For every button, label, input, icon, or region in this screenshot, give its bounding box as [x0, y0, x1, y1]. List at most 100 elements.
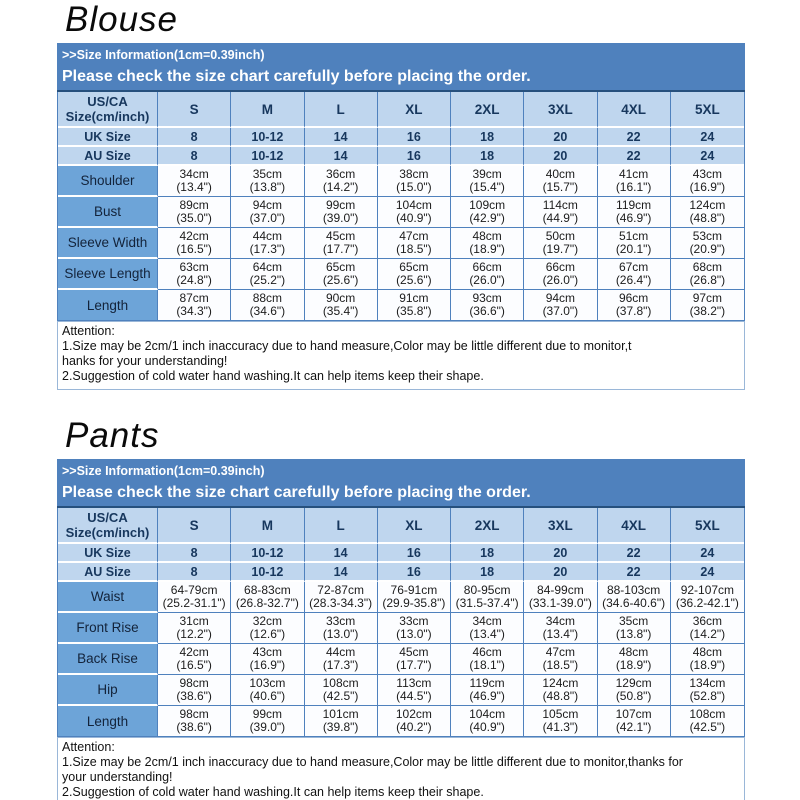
- measurement-cell: 64-79cm (25.2-31.1"): [158, 582, 232, 613]
- size-info-note: >>Size Information(1cm=0.39inch): [62, 464, 265, 478]
- measurement-cell: 129cm (50.8"): [597, 675, 671, 706]
- column-header-l: L: [304, 508, 378, 544]
- value-cm: 34cm: [545, 614, 576, 628]
- value-inch: (15.4"): [469, 180, 505, 194]
- measurement-cell: 108cm (42.5"): [304, 675, 378, 706]
- attention-line: 1.Size may be 2cm/1 inch inaccuracy due …: [62, 755, 683, 769]
- column-header-m: M: [231, 508, 305, 544]
- value-cm: 35cm: [252, 167, 283, 181]
- measurement-cell: 102cm (40.2"): [377, 706, 451, 736]
- corner-header-line: US/CA: [87, 94, 128, 109]
- measurement-cell: 39cm (15.4"): [451, 166, 525, 197]
- size-value-cell: 20: [524, 544, 598, 563]
- value-cm: 91cm: [399, 291, 429, 305]
- value-cm: 80-95cm: [463, 583, 511, 597]
- value-cm: 65cm: [399, 260, 429, 274]
- value-cm: 124cm: [542, 676, 579, 690]
- size-value-cell: 8: [158, 544, 232, 563]
- value-inch: (13.8"): [615, 627, 652, 641]
- value-inch: (40.6"): [249, 689, 286, 703]
- measurement-cell: 90cm (35.4"): [304, 290, 378, 320]
- measurement-cell: 36cm (14.2"): [304, 166, 378, 197]
- value-inch: (44.9"): [542, 211, 579, 225]
- value-cm: 76-91cm: [390, 583, 438, 597]
- value-inch: (39.0"): [249, 720, 286, 734]
- measurement-cell: 47cm (18.5"): [377, 228, 451, 259]
- value-cm: 45cm: [399, 645, 429, 659]
- pants-attention-note: Attention: 1.Size may be 2cm/1 inch inac…: [57, 737, 745, 800]
- value-cm: 92-107cm: [680, 583, 735, 597]
- value-inch: (25.2-31.1"): [162, 596, 226, 610]
- measurement-cell: 34cm (13.4"): [158, 166, 232, 197]
- size-value-cell: 8: [158, 128, 232, 147]
- value-inch: (18.5"): [542, 658, 579, 672]
- column-header-l: L: [304, 92, 378, 128]
- value-inch: (48.8"): [689, 211, 726, 225]
- measurement-cell: 103cm (40.6"): [231, 675, 305, 706]
- measurement-cell: 66cm (26.0"): [524, 259, 598, 290]
- size-value-cell: 10-12: [231, 128, 305, 147]
- size-value-cell: 14: [304, 147, 378, 166]
- value-inch: (18.9"): [689, 658, 726, 672]
- size-value-cell: 16: [377, 147, 451, 166]
- measurement-cell: 34cm (13.4"): [524, 613, 598, 644]
- value-inch: (26.0"): [469, 273, 505, 287]
- value-cm: 42cm: [179, 645, 209, 659]
- measurement-cell: 51cm (20.1"): [597, 228, 671, 259]
- blouse-attention-note: Attention: 1.Size may be 2cm/1 inch inac…: [57, 321, 745, 390]
- measurement-cell: 87cm (34.3"): [158, 290, 232, 320]
- column-header-3xl: 3XL: [524, 92, 598, 128]
- row-label: Sleeve Width: [58, 228, 158, 259]
- attention-line: your understanding!: [62, 770, 173, 784]
- row-label: UK Size: [58, 128, 158, 147]
- value-inch: (28.3-34.3"): [309, 596, 373, 610]
- size-value-cell: 16: [377, 128, 451, 147]
- value-inch: (25.2"): [249, 273, 286, 287]
- value-cm: 98cm: [179, 676, 209, 690]
- size-value-cell: 10-12: [231, 563, 305, 582]
- measurement-cell: 134cm (52.8"): [670, 675, 744, 706]
- value-cm: 38cm: [399, 167, 429, 181]
- size-value-cell: 20: [524, 147, 598, 166]
- value-inch: (36.6"): [469, 304, 505, 318]
- size-value-cell: 16: [377, 544, 451, 563]
- size-conversion-row: AU Size 8 10-12 14 16 18 20 22 24: [58, 147, 744, 166]
- measurement-cell: 101cm (39.8"): [304, 706, 378, 736]
- measurement-row: Hip 98cm (38.6") 103cm (40.6") 108cm (42.5") 11…: [58, 675, 744, 706]
- corner-header-line: Size(cm/inch): [65, 525, 150, 540]
- value-cm: 43cm: [692, 167, 723, 181]
- size-value-cell: 18: [451, 563, 525, 582]
- value-inch: (12.2"): [176, 627, 212, 641]
- value-cm: 84-99cm: [537, 583, 584, 597]
- attention-heading: Attention:: [62, 324, 115, 338]
- measurement-cell: 68cm (26.8"): [670, 259, 744, 290]
- size-value-cell: 14: [304, 544, 378, 563]
- value-inch: (16.5"): [176, 658, 212, 672]
- value-inch: (40.2"): [396, 720, 432, 734]
- value-cm: 48cm: [618, 645, 649, 659]
- measurement-cell: 104cm (40.9"): [451, 706, 525, 736]
- size-value-cell: 14: [304, 563, 378, 582]
- value-inch: (18.9"): [615, 658, 652, 672]
- measurement-cell: 46cm (18.1"): [451, 644, 525, 675]
- value-cm: 99cm: [252, 707, 283, 721]
- check-chart-note: Please check the size chart carefully be…: [62, 484, 531, 501]
- value-inch: (26.8"): [689, 273, 726, 287]
- value-cm: 134cm: [689, 676, 726, 690]
- value-inch: (52.8"): [689, 689, 726, 703]
- value-cm: 114cm: [542, 198, 578, 212]
- value-inch: (38.6"): [176, 720, 212, 734]
- value-inch: (13.4"): [469, 627, 505, 641]
- measurement-cell: 31cm (12.2"): [158, 613, 232, 644]
- measurement-row: Length 87cm (34.3") 88cm (34.6") 90cm (35.4") 9…: [58, 290, 744, 320]
- value-inch: (39.8"): [322, 720, 359, 734]
- column-header-2xl: 2XL: [451, 92, 525, 128]
- size-value-cell: 18: [451, 147, 525, 166]
- measurement-row: Back Rise 42cm (16.5") 43cm (16.9") 44cm (17.3…: [58, 644, 744, 675]
- value-inch: (17.3"): [249, 242, 286, 256]
- value-cm: 109cm: [469, 198, 506, 212]
- blouse-section: Blouse >>Size Information(1cm=0.39inch) …: [57, 2, 745, 390]
- measurement-cell: 64cm (25.2"): [231, 259, 305, 290]
- measurement-cell: 72-87cm (28.3-34.3"): [304, 582, 378, 613]
- value-cm: 40cm: [545, 167, 576, 181]
